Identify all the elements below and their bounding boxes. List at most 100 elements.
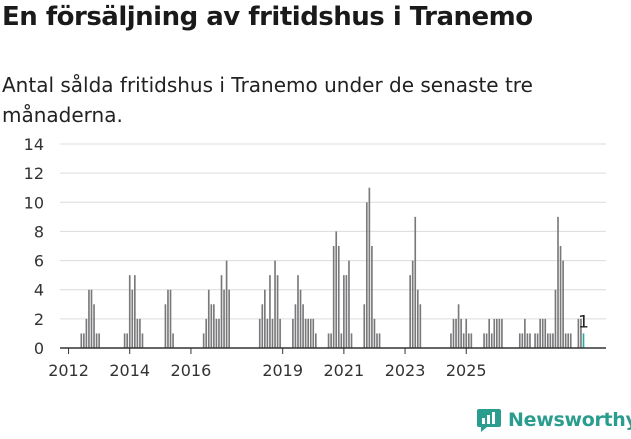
bar — [526, 333, 529, 348]
chart-subtitle: Antal sålda fritidshus i Tranemo under d… — [2, 73, 533, 127]
bar — [225, 260, 228, 348]
bar — [332, 246, 335, 348]
x-tick-label: 2023 — [385, 361, 426, 380]
bar — [414, 216, 417, 348]
bar — [546, 333, 549, 348]
bar — [457, 304, 460, 348]
bar — [207, 289, 210, 348]
bar — [378, 333, 381, 348]
bar — [488, 318, 491, 348]
bar — [95, 333, 98, 348]
bar — [419, 304, 422, 348]
bar — [350, 333, 353, 348]
bar — [136, 318, 139, 348]
x-tick-label: 2025 — [446, 361, 487, 380]
bar-chart: 0 2 4 6 8 10 12 14 1 2012 2014 2016 2019 2021 2023 2025 — [24, 135, 606, 380]
bar — [279, 318, 281, 348]
bar — [141, 333, 144, 348]
bar — [365, 202, 368, 348]
bar — [580, 318, 582, 348]
bar — [276, 275, 279, 348]
bar — [411, 260, 414, 348]
bar — [261, 304, 264, 348]
bar — [202, 333, 205, 348]
bar — [123, 333, 126, 348]
bar — [496, 318, 498, 348]
bar — [85, 318, 88, 348]
bar — [164, 304, 167, 348]
bar — [559, 246, 562, 348]
y-tick-label: 4 — [34, 281, 44, 300]
bar — [309, 318, 312, 348]
bar — [210, 304, 213, 348]
bar — [373, 318, 376, 348]
bar — [569, 333, 572, 348]
bar — [416, 289, 419, 348]
bar — [363, 304, 366, 348]
x-tick-label: 2012 — [48, 361, 89, 380]
bar — [345, 275, 348, 348]
bar — [213, 304, 215, 348]
bar — [539, 318, 541, 348]
bar — [220, 275, 223, 348]
y-tick-label: 14 — [24, 135, 44, 154]
bar — [299, 289, 302, 348]
bar — [549, 333, 552, 348]
newsworthy-logo-icon — [477, 409, 501, 432]
bar — [315, 333, 317, 348]
bar — [294, 304, 297, 348]
bar — [567, 333, 570, 348]
x-tick-label: 2021 — [324, 361, 365, 380]
bar — [134, 275, 136, 348]
bar — [577, 318, 580, 348]
bar — [564, 333, 567, 348]
bar — [264, 289, 266, 348]
y-tick-label: 12 — [24, 164, 44, 183]
bar — [228, 289, 230, 348]
bar — [167, 289, 169, 348]
bar — [450, 333, 452, 348]
bar — [93, 304, 95, 348]
bar — [215, 318, 218, 348]
bar — [258, 318, 261, 348]
bar — [269, 275, 271, 348]
bar — [126, 333, 129, 348]
bar — [307, 318, 310, 348]
bar — [470, 333, 473, 348]
bar — [462, 333, 465, 348]
bar — [518, 333, 521, 348]
bar — [205, 318, 208, 348]
newsworthy-logo-text: Newsworthy — [508, 409, 631, 431]
bar — [501, 318, 503, 348]
bar — [467, 333, 470, 348]
x-tick-label: 2019 — [262, 361, 303, 380]
bar — [498, 318, 501, 348]
x-tick-label: 2014 — [109, 361, 150, 380]
y-tick-label: 8 — [34, 222, 44, 241]
bar — [493, 318, 496, 348]
bar — [409, 275, 411, 348]
latest-value-label: 1 — [578, 312, 589, 332]
y-tick-label: 10 — [24, 193, 44, 212]
bar — [98, 333, 100, 348]
bar — [557, 216, 559, 348]
bar — [218, 318, 220, 348]
bar — [340, 333, 343, 348]
bar — [490, 333, 493, 348]
bar — [302, 304, 304, 348]
bar — [297, 275, 299, 348]
x-tick-label: 2016 — [171, 361, 212, 380]
bar — [371, 246, 373, 348]
bar-latest — [582, 333, 585, 348]
bar — [139, 318, 141, 348]
bar — [368, 187, 371, 348]
bar — [128, 275, 131, 348]
bar — [452, 318, 455, 348]
bar — [455, 318, 457, 348]
bar — [460, 318, 462, 348]
bar — [554, 289, 557, 348]
bar — [562, 260, 564, 348]
bar — [348, 260, 350, 348]
bar — [376, 333, 378, 348]
bar — [312, 318, 315, 348]
